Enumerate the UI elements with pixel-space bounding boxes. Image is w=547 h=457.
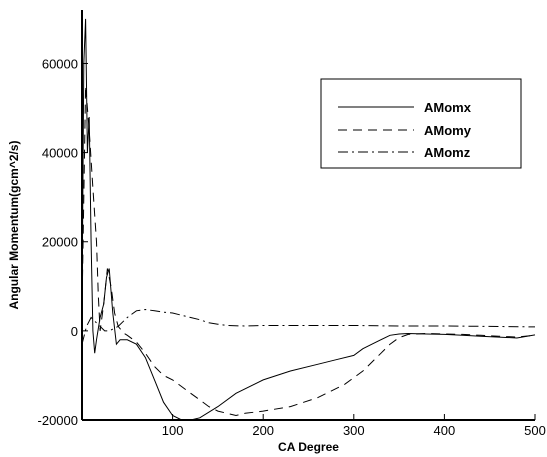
x-tick-label: 200 — [252, 423, 274, 438]
y-tick-label: 60000 — [42, 56, 78, 71]
series-line-amomx — [81, 18, 536, 421]
x-axis-title: CA Degree — [278, 440, 339, 454]
legend-label-amomx: AMomx — [424, 100, 472, 115]
y-axis-title: Angular Momentum(gcm^2/s) — [7, 140, 21, 309]
x-tick-label: 100 — [162, 423, 184, 438]
legend-label-amomz: AMomz — [424, 145, 471, 160]
legend: AMomx AMomy AMomz — [320, 78, 522, 169]
y-tick-label: 20000 — [42, 235, 78, 250]
legend-box — [320, 78, 522, 169]
series-line-amomz — [81, 308, 536, 345]
axes — [81, 10, 536, 421]
y-tick-label: 0 — [71, 324, 78, 339]
y-tick-label: -20000 — [38, 413, 78, 428]
x-tick-label: 400 — [434, 423, 456, 438]
x-tick-label: 500 — [524, 423, 546, 438]
legend-label-amomy: AMomy — [424, 123, 472, 138]
series-lines — [81, 18, 536, 421]
tick-labels: 100 200 300 400 500 -20000 0 20000 40000 60000 — [38, 56, 546, 438]
y-tick-label: 40000 — [42, 146, 78, 161]
series-line-amomy — [81, 85, 536, 417]
x-tick-label: 300 — [343, 423, 365, 438]
